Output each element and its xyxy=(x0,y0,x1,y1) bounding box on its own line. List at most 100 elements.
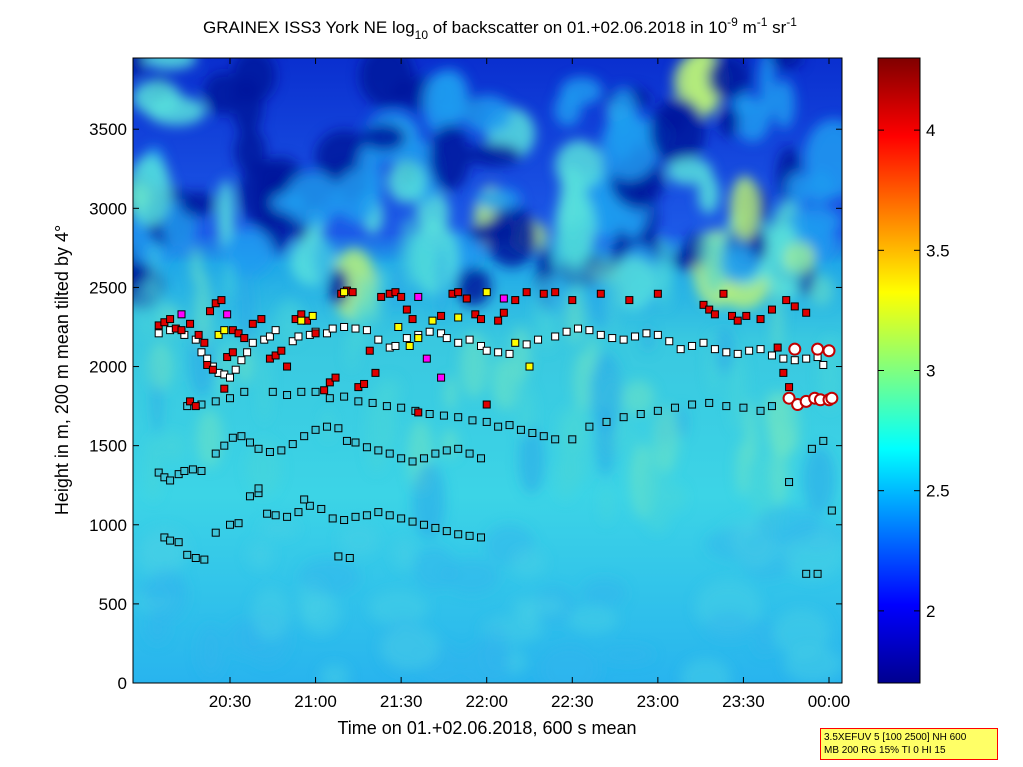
marker-red xyxy=(773,343,782,352)
marker-white xyxy=(294,332,303,341)
heatmap-patch xyxy=(222,228,275,277)
marker-red xyxy=(223,353,232,362)
marker-red xyxy=(728,311,737,320)
heatmap-patch xyxy=(729,175,760,241)
marker-cyan xyxy=(431,449,440,458)
y-axis-label: Height in m, 200 m mean tilted by 4° xyxy=(52,225,72,515)
info-box: 3.5XEFUV 5 [100 2500] NH 600 MB 200 RG 1… xyxy=(820,728,998,760)
marker-cyan xyxy=(188,465,197,474)
marker-cyan xyxy=(619,413,628,422)
marker-red xyxy=(186,319,195,328)
heatmap-patch xyxy=(133,155,172,227)
heatmap-patch xyxy=(270,192,306,214)
marker-cyan xyxy=(305,501,314,510)
marker-cyan xyxy=(454,444,463,453)
heatmap-patch xyxy=(772,274,783,353)
x-axis: 20:30 21:00 21:30 22:00 22:30 23:00 23:30 00:00 xyxy=(209,58,851,711)
marker-magenta xyxy=(422,354,431,363)
marker-white xyxy=(779,354,788,363)
marker-red xyxy=(203,360,212,369)
marker-red xyxy=(217,296,226,305)
heatmap-patch xyxy=(203,72,241,115)
marker-white xyxy=(391,341,400,350)
marker-cyan xyxy=(265,447,274,456)
heatmap-patch xyxy=(196,408,223,468)
y-axis: 0 500 1000 1500 2000 2500 3000 3500 xyxy=(89,120,842,693)
marker-yellow xyxy=(428,316,437,325)
heatmap-patch xyxy=(770,439,789,505)
marker-white xyxy=(231,365,240,374)
marker-red xyxy=(499,308,508,317)
y-tick-label: 3000 xyxy=(89,199,127,218)
marker-yellow xyxy=(214,330,223,339)
heatmap-patch xyxy=(246,439,281,497)
marker-cyan xyxy=(813,569,822,578)
heatmap-patch xyxy=(558,405,591,436)
marker-red xyxy=(377,292,386,301)
marker-cyan xyxy=(342,436,351,445)
heatmap-patch xyxy=(792,242,807,289)
marker-cyan xyxy=(767,402,776,411)
marker-red xyxy=(522,288,531,297)
marker-red xyxy=(402,305,411,314)
heatmap-patch xyxy=(568,605,619,634)
marker-cyan xyxy=(197,466,206,475)
heatmap-patch xyxy=(595,406,616,477)
heatmap-patch xyxy=(707,58,751,101)
heatmap-patch xyxy=(818,336,842,411)
marker-cyan xyxy=(174,538,183,547)
marker-white xyxy=(271,326,280,335)
marker-circled xyxy=(825,391,839,405)
marker-cyan xyxy=(322,422,331,431)
marker-white xyxy=(688,341,697,350)
marker-circled xyxy=(811,342,825,356)
heatmap-patch xyxy=(554,93,582,127)
marker-cyan xyxy=(374,446,383,455)
marker-red xyxy=(191,402,200,411)
heatmap-patch xyxy=(357,275,372,330)
heatmap-patch xyxy=(422,71,464,137)
marker-cyan xyxy=(300,495,309,504)
marker-cyan xyxy=(385,449,394,458)
heatmap-patch xyxy=(601,486,612,524)
marker-circled xyxy=(782,391,796,405)
marker-cyan xyxy=(528,429,537,437)
marker-white xyxy=(243,348,252,357)
heatmap-patch xyxy=(785,172,811,207)
marker-cyan xyxy=(340,392,349,401)
marker-white xyxy=(710,345,719,354)
marker-cyan xyxy=(419,520,428,529)
marker-white xyxy=(585,326,594,335)
marker-white xyxy=(608,334,617,343)
marker-red xyxy=(742,311,751,320)
x-tick-label: 00:00 xyxy=(808,692,851,711)
marker-white xyxy=(362,326,371,335)
heatmap-patch xyxy=(804,119,842,198)
marker-yellow xyxy=(297,316,306,325)
marker-cyan xyxy=(382,402,391,411)
heatmap-patch xyxy=(258,519,299,539)
heatmap-patch xyxy=(510,596,566,616)
marker-cyan xyxy=(807,444,816,453)
marker-red xyxy=(462,294,471,303)
x-tick-label: 22:00 xyxy=(465,692,508,711)
marker-cyan xyxy=(653,406,662,415)
marker-cyan xyxy=(670,403,679,412)
heatmap-patch xyxy=(696,232,717,268)
heatmap-patch xyxy=(223,260,235,301)
marker-red xyxy=(240,334,249,343)
heatmap-patch xyxy=(456,267,491,307)
heatmap-patch xyxy=(516,384,535,438)
heatmap-patch xyxy=(676,405,688,438)
x-tick-label: 21:30 xyxy=(380,692,423,711)
marker-white xyxy=(328,324,337,333)
marker-cyan xyxy=(211,397,220,406)
heatmap-patch xyxy=(299,558,360,596)
heatmap-patch xyxy=(460,332,489,398)
marker-yellow xyxy=(511,338,520,347)
marker-white xyxy=(288,337,297,346)
heatmap-patch xyxy=(589,352,622,432)
colorbar-tick-label: 2.5 xyxy=(926,482,950,501)
heatmap-texture xyxy=(133,58,842,683)
heatmap-patch xyxy=(486,206,538,268)
